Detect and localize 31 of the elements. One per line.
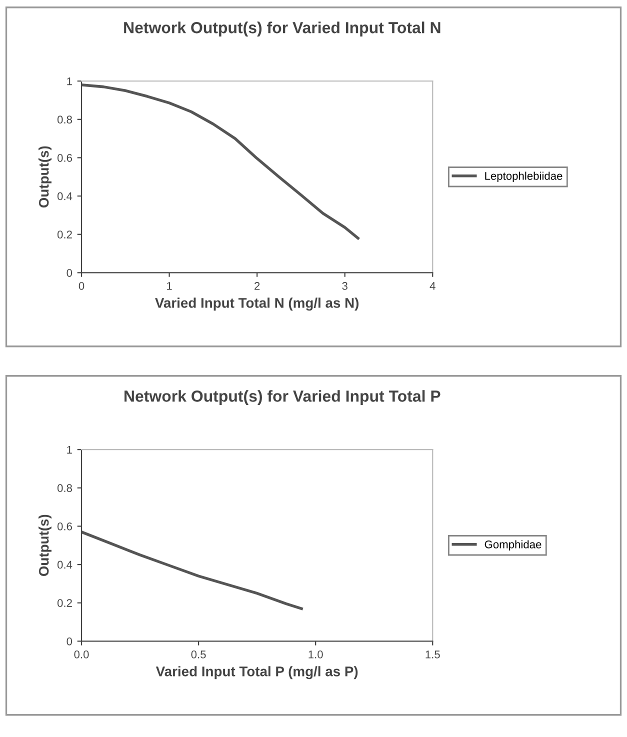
x-tick-label: 0.0 bbox=[74, 650, 89, 658]
chart-title: Network Output(s) for Varied Input Total N bbox=[124, 22, 440, 36]
x-tick-label: 1 bbox=[167, 282, 172, 290]
y-tick-label: 0.6 bbox=[57, 522, 72, 530]
x-tick-label: 3 bbox=[342, 282, 348, 290]
y-tick-label: 0.4 bbox=[57, 192, 72, 200]
y-tick-label: 1 bbox=[67, 446, 72, 454]
y-tick-label: 0.4 bbox=[57, 560, 72, 569]
line-series bbox=[82, 84, 360, 240]
y-tick-label: 0.6 bbox=[57, 154, 72, 162]
x-tick-label: 0 bbox=[78, 282, 84, 290]
x-tick-label: 4 bbox=[430, 282, 436, 290]
x-axis-title: Varied Input Total N (mg/l as N) bbox=[155, 298, 359, 311]
chart-title: Network Output(s) for Varied Input Total P bbox=[124, 390, 440, 405]
x-tick-label: 1.0 bbox=[308, 650, 323, 658]
y-tick-label: 0 bbox=[66, 637, 72, 646]
y-tick-label: 1 bbox=[67, 77, 72, 86]
y-tick-label: 0 bbox=[66, 268, 72, 277]
x-tick-label: 2 bbox=[254, 282, 260, 290]
legend-label: Gomphidae bbox=[484, 540, 542, 551]
y-tick-label: 0.8 bbox=[57, 116, 72, 124]
legend-label: Leptophlebiidae bbox=[485, 172, 562, 182]
y-axis-title: Output(s) bbox=[38, 146, 52, 208]
x-tick-label: 1.5 bbox=[426, 650, 440, 658]
y-axis-title: Output(s) bbox=[38, 514, 52, 576]
x-axis-title: Varied Input Total P (mg/l as P) bbox=[156, 666, 358, 680]
y-tick-label: 0.2 bbox=[57, 599, 72, 607]
y-tick-label: 0.8 bbox=[57, 484, 72, 492]
x-tick-label: 0.5 bbox=[191, 650, 206, 658]
y-tick-label: 0.2 bbox=[57, 230, 72, 238]
line-series bbox=[82, 530, 303, 610]
